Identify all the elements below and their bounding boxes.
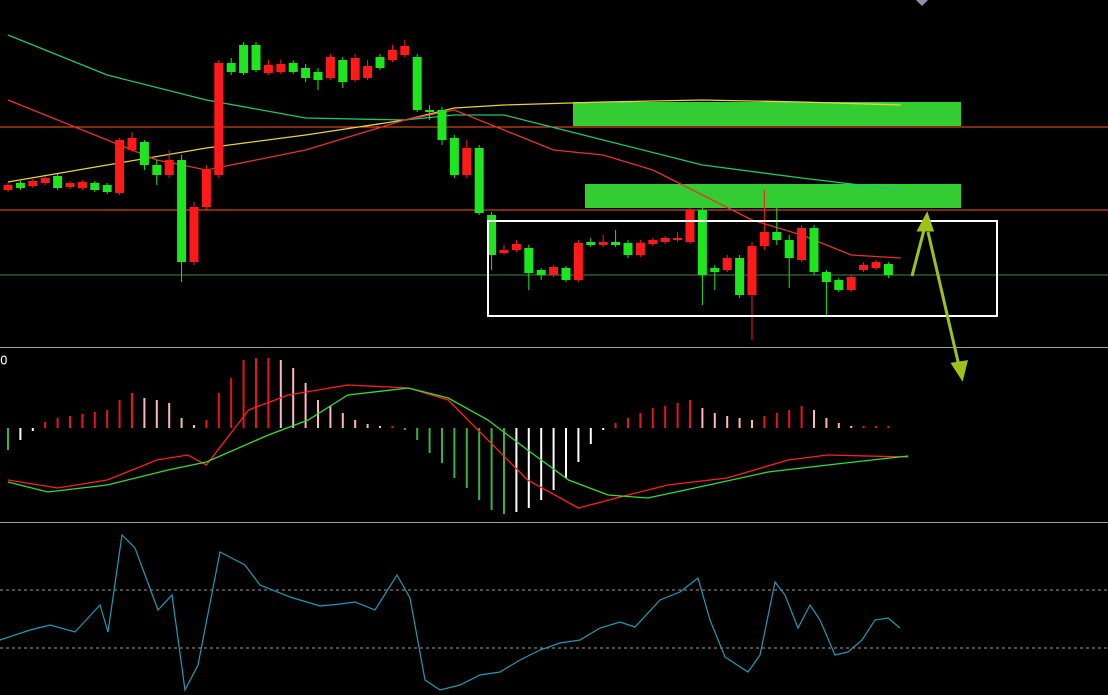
candle-body xyxy=(487,215,497,255)
candle-body xyxy=(549,267,559,275)
candle-body xyxy=(288,63,298,72)
oscillator-line xyxy=(0,533,901,692)
candle-body xyxy=(735,258,745,295)
candle-body xyxy=(511,244,521,250)
candle-body xyxy=(573,243,583,280)
candle-body xyxy=(201,170,211,207)
panel-label: 0 xyxy=(0,354,8,368)
candle-body xyxy=(462,148,472,175)
candle-body xyxy=(561,268,571,280)
arrow-head xyxy=(916,211,935,232)
candle-body xyxy=(226,63,236,72)
candle-body xyxy=(276,64,286,72)
candle-body xyxy=(127,138,137,150)
candle-body xyxy=(363,66,373,78)
candle-body xyxy=(660,238,670,242)
candle-body xyxy=(834,280,844,290)
candle-body xyxy=(239,45,249,73)
candle-body xyxy=(611,242,621,245)
candle-body xyxy=(673,238,683,240)
arrow-down xyxy=(926,231,961,367)
candle-body xyxy=(301,68,311,78)
indicator-line xyxy=(7,384,909,509)
candle-body xyxy=(747,246,757,295)
candle-body xyxy=(3,185,13,190)
candle-body xyxy=(77,182,87,188)
marker xyxy=(916,0,928,6)
candle-body xyxy=(251,45,261,70)
candle-body xyxy=(15,183,25,188)
resistance-zone xyxy=(573,102,961,126)
candle-body xyxy=(635,243,645,255)
candle-body xyxy=(177,160,187,262)
candle-body xyxy=(648,240,658,244)
candle-body xyxy=(115,140,125,193)
candle-body xyxy=(598,242,608,245)
candle-body xyxy=(139,142,149,165)
candle-body xyxy=(437,110,447,140)
candle-body xyxy=(214,63,224,175)
candle-body xyxy=(387,50,397,60)
candle-body xyxy=(586,242,596,245)
arrow-head xyxy=(950,360,969,382)
candle-body xyxy=(821,272,831,282)
candle-body xyxy=(102,185,112,192)
candle-body xyxy=(425,110,435,112)
candle-body xyxy=(809,228,819,272)
candle-body xyxy=(164,160,174,175)
macd-panel: 0 xyxy=(0,354,909,514)
indicator-line xyxy=(7,99,901,183)
candle-body xyxy=(474,148,484,213)
candle-body xyxy=(759,232,769,246)
candle-body xyxy=(53,176,63,188)
candle-body xyxy=(325,57,335,78)
candle-body xyxy=(40,178,50,183)
indicator-line xyxy=(7,34,901,191)
candle-body xyxy=(350,58,360,80)
candle-body xyxy=(623,243,633,255)
arrow-up xyxy=(910,225,927,277)
candle-body xyxy=(871,262,881,268)
candle-body xyxy=(722,258,732,270)
oscillator-panel xyxy=(0,533,1108,692)
candle-body xyxy=(772,232,782,240)
candle-body xyxy=(412,57,422,110)
candle-body xyxy=(313,72,323,80)
candle-body xyxy=(784,240,794,258)
candle-body xyxy=(710,268,720,272)
candle-body xyxy=(697,210,707,275)
candle-body xyxy=(65,183,75,187)
candle-body xyxy=(797,228,807,260)
candle-body xyxy=(189,207,199,262)
price-panel xyxy=(0,34,1108,340)
candle-body xyxy=(152,165,162,175)
candle-body xyxy=(338,60,348,82)
candle-body xyxy=(883,264,893,275)
candle-body xyxy=(846,277,856,290)
candle-body xyxy=(263,65,273,73)
candle-body xyxy=(499,250,509,253)
indicator-line xyxy=(7,99,901,259)
candle-body xyxy=(375,57,385,68)
range-box xyxy=(487,220,998,317)
candle-body xyxy=(859,265,869,270)
candle-body xyxy=(449,138,459,175)
candle-body xyxy=(90,183,100,190)
candle-body xyxy=(536,270,546,275)
resistance-zone xyxy=(585,184,961,208)
indicator-line xyxy=(7,387,909,499)
candle-body xyxy=(400,46,410,55)
candle-body xyxy=(524,248,534,273)
arrows xyxy=(910,211,969,382)
candle-body xyxy=(28,181,38,186)
candle-body xyxy=(685,210,695,242)
